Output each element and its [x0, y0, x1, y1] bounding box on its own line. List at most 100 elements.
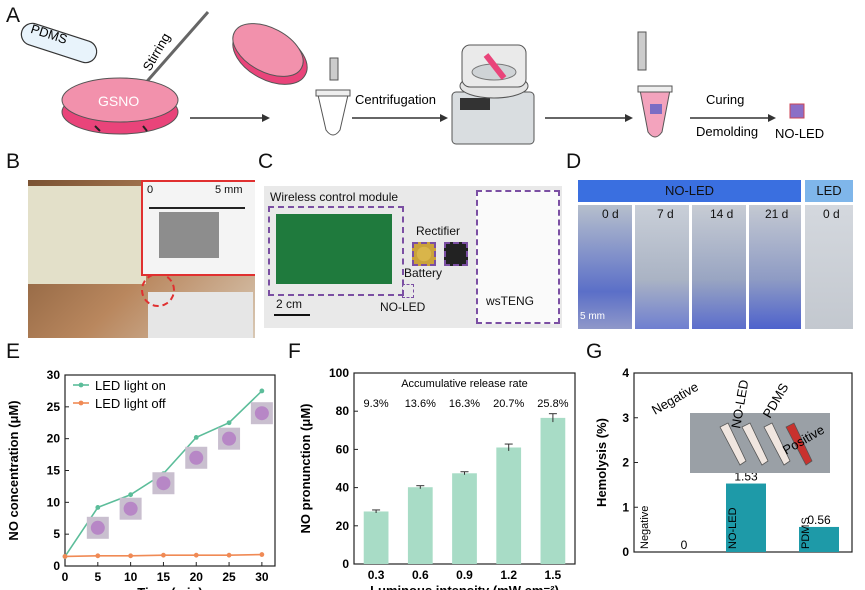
data-point	[259, 388, 265, 394]
centrifugation-label: Centrifugation	[355, 92, 436, 107]
arm-photo: 0 5 mm	[28, 180, 255, 338]
x-tick-label: 5	[94, 570, 101, 584]
centrifuge-machine	[451, 44, 535, 145]
value-label: 1.53	[734, 470, 758, 484]
pipette-tube-2	[637, 31, 673, 138]
wireless-module-label: Wireless control module	[270, 190, 399, 204]
tilted-dish	[232, 23, 308, 85]
day-label: 7 d	[657, 207, 674, 221]
x-tick-label: 0.6	[412, 568, 429, 582]
tube-shape	[741, 422, 769, 466]
wstenge-patch	[28, 186, 146, 284]
release-rate-label: 25.8%	[537, 398, 568, 410]
tube-shape	[719, 422, 747, 466]
pdms-tube: PDMS	[20, 21, 98, 64]
scale-2cm: 2 cm	[276, 297, 303, 311]
data-point	[193, 552, 199, 558]
x-axis-label: Time (min)	[137, 585, 203, 590]
product-label: NO-LED	[775, 126, 824, 141]
release-rate-label: 9.3%	[364, 398, 389, 410]
well-thumbnail	[250, 402, 273, 425]
panel-label-a: A	[6, 4, 21, 27]
well-circle	[254, 406, 269, 421]
x-tick-label: 30	[255, 570, 269, 584]
rectifier-label: Rectifier	[416, 224, 461, 238]
wireless-module-box	[268, 206, 404, 296]
hemolysis-inset-photo	[690, 413, 830, 473]
y-tick-label: 0	[622, 545, 629, 559]
x-axis-label: Luminous intensity (mW cm⁻²)	[370, 583, 559, 590]
panel-label-b: B	[6, 150, 21, 173]
y-tick-label: 5	[53, 527, 60, 541]
data-point	[226, 552, 232, 558]
y-tick-label: 60	[336, 442, 350, 456]
well-circle	[222, 431, 237, 446]
scale-5mm-d: 5 mm	[580, 311, 605, 322]
y-tick-label: 20	[47, 432, 61, 446]
legend-marker	[78, 382, 84, 388]
y-tick-label: 20	[336, 519, 350, 533]
stirring-label: Stirring	[140, 30, 174, 73]
vial-photo-0d: 0 d 5 mm	[578, 205, 632, 329]
chart-f-bar: 0 20 40 60 80 100 0.3 9.3% 0.6 13.6% 0.9 16.3% 1.2 20…	[298, 366, 576, 590]
data-point	[62, 554, 68, 559]
pcb-board	[276, 214, 392, 284]
bar	[496, 447, 522, 564]
value-label: 0.56	[807, 513, 831, 527]
y-tick-label: 0	[53, 559, 60, 573]
data-point	[161, 552, 166, 558]
chart-g-bar: 0 1 2 3 4 Hemolysis (%) 0 Negative 1.53 NO-LED 0.5…	[594, 366, 853, 559]
bar	[540, 417, 566, 564]
release-rate-label: 16.3%	[449, 398, 480, 410]
y-tick-label: 15	[47, 464, 61, 478]
vial-photo-led-0d: 0 d	[805, 205, 853, 329]
panel-label-e: E	[6, 340, 21, 363]
y-tick-label: 0	[342, 557, 349, 571]
battery-label: Battery	[404, 266, 443, 280]
curing-label: Curing	[706, 92, 744, 107]
well-circle	[156, 476, 171, 491]
value-label: 0	[681, 538, 688, 552]
bar	[452, 473, 477, 564]
y-tick-label: 10	[47, 495, 61, 509]
scale-5mm: 5 mm	[215, 184, 243, 196]
y-tick-label: 80	[336, 404, 350, 418]
well-thumbnail	[152, 472, 175, 495]
y-axis-label: Hemolysis (%)	[594, 418, 609, 507]
noled-box	[402, 284, 414, 298]
panel-label-d: D	[566, 150, 582, 173]
category-label: NO-LED	[727, 507, 739, 549]
day-label: 21 d	[765, 207, 789, 221]
rectifier-box	[444, 242, 468, 266]
legend-marker	[78, 400, 84, 406]
data-point	[226, 420, 232, 426]
x-tick-label: 15	[157, 570, 171, 584]
tube-shape	[785, 422, 813, 466]
panel-label-f: F	[288, 340, 301, 363]
day-label: 0 d	[602, 207, 619, 221]
well-thumbnail	[185, 446, 208, 469]
well-circle	[123, 501, 138, 516]
gsno-petri-dish: GSNO	[61, 77, 179, 135]
battery-box	[412, 242, 436, 266]
y-tick-label: 1	[622, 500, 629, 514]
panel-a-schematic: PDMS Stirring GSNO Centrifugation	[20, 11, 824, 145]
legend-label: LED light on	[95, 378, 166, 393]
led-header-bar: LED	[805, 180, 853, 202]
x-tick-label: 0	[62, 570, 69, 584]
y-tick-label: 30	[47, 368, 61, 382]
well-thumbnail	[218, 427, 241, 450]
wsteng-label: wsTENG	[486, 294, 534, 308]
day-label: 14 d	[710, 207, 734, 221]
category-label: PDMS	[800, 517, 812, 549]
scale-zero: 0	[147, 184, 154, 196]
release-rate-label: 20.7%	[493, 398, 524, 410]
data-point	[128, 492, 134, 498]
scale-bar	[274, 314, 310, 316]
y-tick-label: 40	[336, 481, 350, 495]
vial-photo-14d: 14 d	[692, 205, 746, 329]
noled-header-bar: NO-LED	[578, 180, 801, 202]
data-point	[193, 434, 199, 440]
data-point	[95, 505, 101, 510]
data-point	[95, 553, 101, 559]
